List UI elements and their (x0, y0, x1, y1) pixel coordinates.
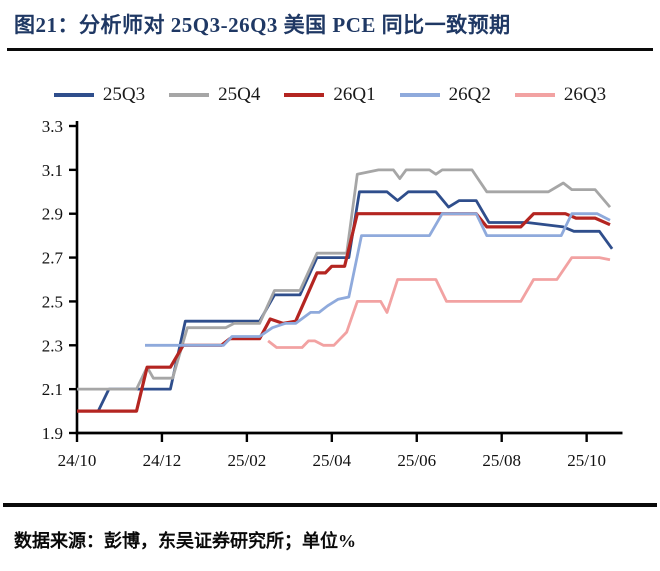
legend-line-swatch-26q1 (284, 93, 325, 97)
legend-item-26q1: 26Q1 (284, 84, 376, 106)
legend-label-26q2: 26Q2 (448, 84, 491, 105)
y-axis-tick-label: 2.3 (42, 336, 63, 355)
y-axis-tick-label: 3.1 (42, 161, 63, 180)
source-note: 数据来源：彭博，东吴证券研究所；单位% (14, 531, 356, 551)
legend-line-swatch-25q4 (169, 93, 210, 97)
y-axis-tick-label: 2.1 (42, 380, 63, 399)
chart-legend: 25Q3 25Q4 26Q1 26Q2 26Q3 (0, 82, 660, 108)
title-divider (7, 48, 653, 51)
footer-divider (3, 503, 657, 507)
series-line-25q4 (77, 168, 612, 391)
x-axis-tick-label: 25/04 (312, 451, 351, 470)
legend-line-swatch-25q3 (53, 93, 94, 97)
x-axis-tick-label: 25/02 (228, 451, 267, 470)
legend-item-26q2: 26Q2 (399, 84, 491, 106)
legend-line-swatch-26q2 (399, 93, 440, 97)
x-axis-tick-label: 24/10 (58, 451, 97, 470)
figure-title: 图21：分析师对 25Q3-26Q3 美国 PCE 同比一致预期 (14, 13, 511, 37)
legend-label-26q3: 26Q3 (563, 84, 607, 105)
pce-line-chart: 3.3 3.1 2.9 2.7 2.5 2.3 2.1 1.9 24/10 24/12 25/02 2… (42, 117, 623, 470)
x-axis-tick-label: 24/12 (143, 451, 182, 470)
legend-line-swatch-26q3 (514, 93, 555, 97)
legend-item-25q4: 25Q4 (169, 84, 260, 106)
series-line-26q1 (77, 212, 611, 413)
series-line-26q3 (267, 256, 611, 349)
y-axis-tick-label: 2.9 (42, 205, 63, 224)
series-line-25q3 (77, 190, 614, 413)
legend-label-25q3: 25Q3 (102, 84, 146, 105)
x-axis-tick-label: 25/10 (567, 451, 606, 470)
y-axis-tick-label: 3.3 (42, 117, 63, 136)
legend-item-25q3: 25Q3 (53, 84, 146, 106)
x-axis-tick-label: 25/06 (397, 451, 436, 470)
series-line-26q2 (145, 212, 611, 347)
legend-label-25q4: 25Q4 (218, 84, 261, 105)
x-axis-tick-label: 25/08 (482, 451, 521, 470)
legend-item-26q3: 26Q3 (514, 84, 607, 106)
y-axis-tick-label: 2.7 (42, 249, 64, 268)
legend-label-26q1: 26Q1 (333, 84, 376, 105)
y-axis-tick-label: 1.9 (42, 424, 63, 443)
y-axis-tick-label: 2.5 (42, 292, 63, 311)
